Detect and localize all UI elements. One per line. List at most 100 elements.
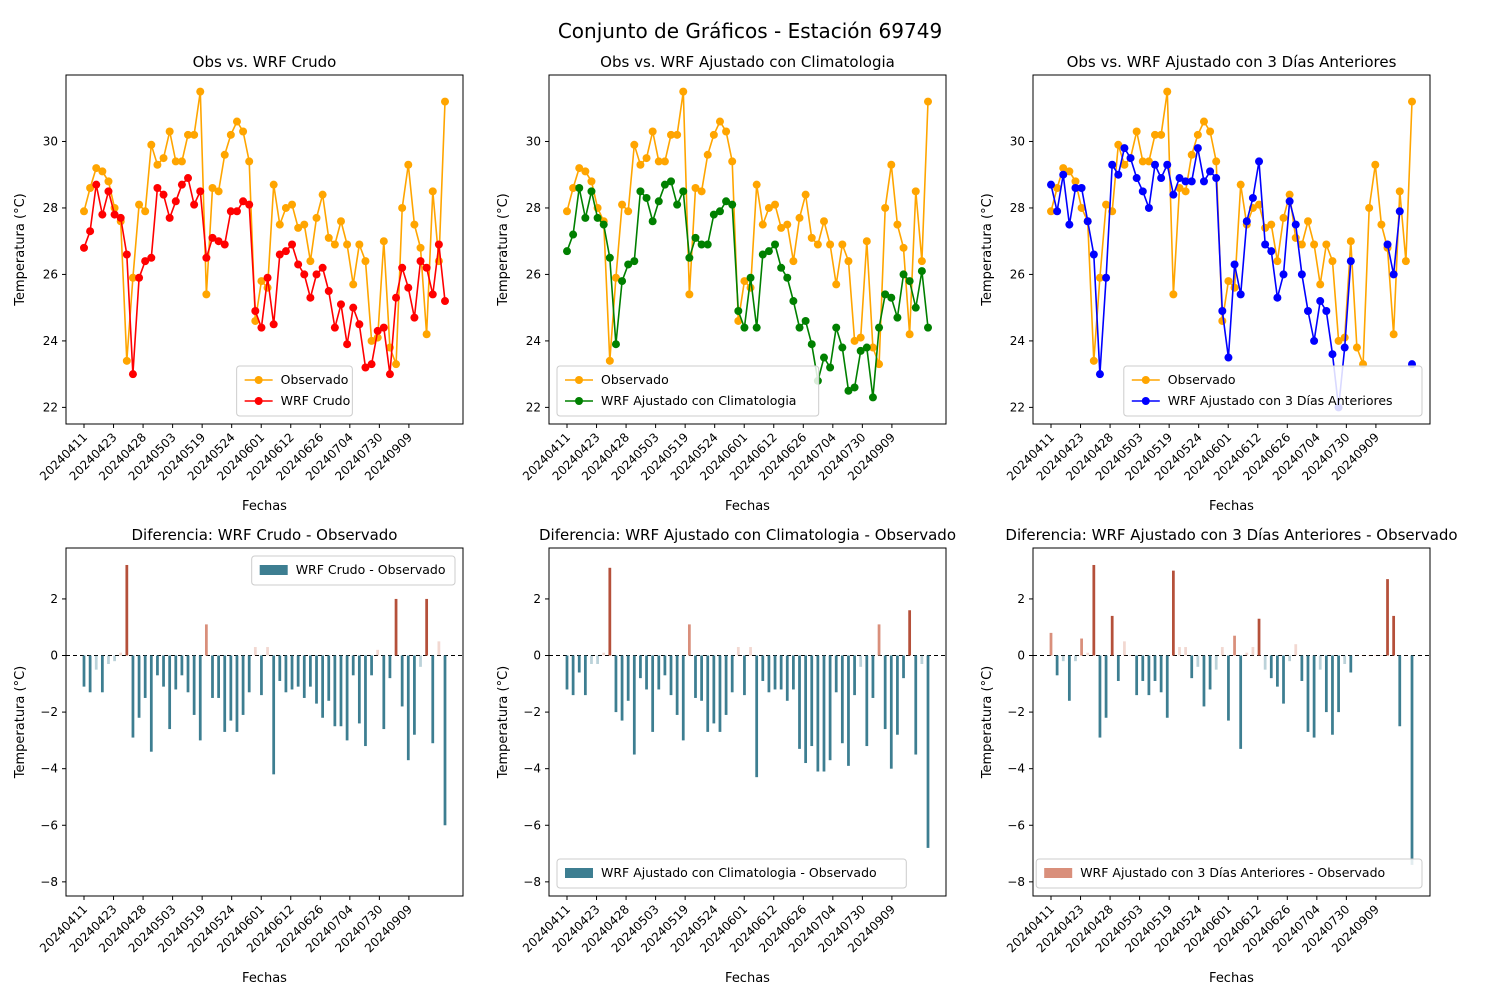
data-point — [1291, 220, 1300, 229]
data-point — [214, 187, 223, 196]
data-point — [257, 323, 266, 332]
y-tick-label: −4 — [40, 762, 58, 776]
bar — [1196, 655, 1200, 667]
legend-marker — [1141, 376, 1150, 384]
data-point — [1193, 130, 1202, 139]
data-point — [1138, 187, 1147, 196]
data-point — [746, 283, 755, 292]
data-point — [783, 220, 792, 229]
data-point — [1303, 217, 1312, 226]
bar — [804, 655, 808, 764]
data-point — [1108, 207, 1117, 216]
data-point — [1267, 247, 1276, 256]
data-point — [575, 184, 584, 193]
data-point — [312, 213, 321, 222]
data-point — [1340, 343, 1349, 352]
legend-marker — [575, 376, 583, 384]
data-point — [128, 370, 137, 379]
bar — [657, 655, 661, 690]
data-point — [1059, 170, 1068, 179]
legend: Observado WRF Crudo — [236, 365, 353, 417]
data-point — [1297, 240, 1306, 249]
data-point — [1395, 207, 1404, 216]
bar — [394, 598, 398, 656]
y-tick-label: 28 — [1010, 201, 1025, 215]
bar — [119, 652, 123, 656]
subplot-title: Diferencia: WRF Ajustado con 3 Días Ante… — [1005, 526, 1457, 544]
data-point — [336, 217, 345, 226]
data-point — [777, 223, 786, 232]
bar — [614, 655, 618, 713]
bar — [204, 624, 208, 656]
data-point — [819, 353, 828, 362]
bar — [419, 655, 422, 667]
data-point — [355, 240, 364, 249]
data-point — [343, 240, 352, 249]
data-point — [410, 313, 419, 322]
bar — [382, 655, 386, 730]
data-point — [875, 323, 884, 332]
legend-label: Observado — [601, 372, 669, 387]
y-tick-label: −6 — [523, 818, 541, 832]
bar — [113, 655, 116, 662]
data-point — [398, 263, 407, 272]
data-point — [1175, 174, 1184, 183]
data-point — [1230, 283, 1239, 292]
y-tick-label: 2 — [50, 592, 58, 606]
data-point — [349, 280, 358, 289]
data-point — [324, 233, 333, 242]
bar — [168, 655, 172, 730]
bar — [1282, 655, 1285, 704]
data-point — [899, 243, 908, 252]
bar — [602, 652, 606, 656]
data-point — [202, 290, 211, 299]
bar — [1361, 655, 1365, 657]
bar — [1061, 655, 1065, 662]
bar — [896, 655, 899, 735]
data-point — [1285, 190, 1294, 199]
data-point — [734, 316, 743, 325]
data-point — [1053, 184, 1062, 193]
data-point — [875, 360, 884, 369]
data-point — [141, 207, 150, 216]
data-point — [697, 187, 706, 196]
y-tick-label: −4 — [1007, 762, 1025, 776]
bar — [583, 655, 587, 696]
bar — [1355, 655, 1359, 657]
bar — [149, 655, 153, 752]
data-point — [789, 257, 798, 266]
data-point — [1157, 174, 1166, 183]
data-point — [300, 270, 309, 279]
data-point — [795, 323, 804, 332]
data-point — [257, 277, 266, 286]
data-point — [190, 130, 199, 139]
x-axis-label: Fechas — [725, 971, 770, 986]
bar — [675, 655, 679, 715]
plot-frame — [548, 547, 947, 897]
data-point — [1224, 277, 1233, 286]
data-point — [673, 200, 682, 209]
bar — [82, 655, 86, 687]
data-point — [428, 187, 437, 196]
bar — [1202, 655, 1206, 707]
data-point — [1114, 170, 1123, 179]
data-point — [685, 290, 694, 299]
data-point — [1255, 200, 1264, 209]
data-point — [911, 187, 920, 196]
data-point — [159, 154, 168, 163]
subplot-4: Diferencia: WRF Crudo - Observado −8 −6 −4 −… — [13, 526, 464, 986]
legend: WRF Crudo - Observado — [251, 555, 456, 586]
data-point — [1108, 160, 1117, 169]
bar — [724, 655, 728, 715]
data-point — [1322, 240, 1331, 249]
bar — [859, 655, 863, 667]
bar — [1337, 655, 1340, 713]
data-point — [281, 247, 290, 256]
data-point — [239, 197, 248, 206]
data-point — [593, 213, 602, 222]
data-point — [80, 207, 88, 216]
data-point — [379, 237, 388, 246]
data-point — [599, 220, 608, 229]
data-point — [752, 180, 761, 189]
bar — [321, 655, 325, 718]
